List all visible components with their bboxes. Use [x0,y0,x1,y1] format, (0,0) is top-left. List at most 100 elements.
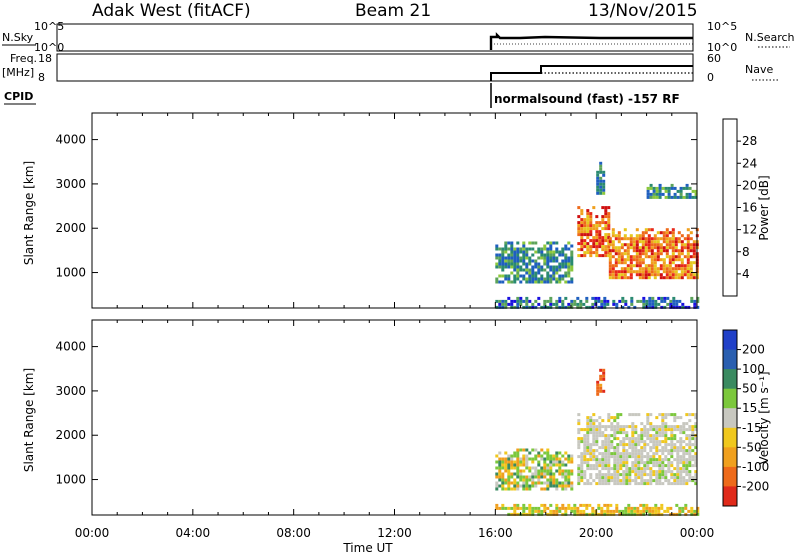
echo-cell [671,273,675,277]
echo-cell [655,452,659,456]
echo-cell [619,425,623,429]
echo-cell [684,506,688,510]
echo-cell [552,475,556,479]
echo-cell [685,467,689,471]
echo-cell [498,466,502,470]
echo-cell [567,454,571,458]
echo-cell [558,274,562,278]
echo-cell [582,512,586,516]
echo-cell [632,270,636,274]
echo-cell [528,506,532,510]
echo-cell [613,452,617,456]
nsearch-tick-bottom: 10^0 [707,41,737,54]
echo-cell [674,246,678,250]
echo-cell [580,245,584,249]
echo-cell [522,509,526,513]
echo-cell [601,464,605,468]
echo-cell [628,440,632,444]
echo-cell [677,231,681,235]
echo-cell [546,512,550,516]
echo-cell [498,256,502,260]
echo-cell [667,458,671,462]
echo-cell [570,299,574,303]
echo-cell [583,458,587,462]
echo-cell [619,473,623,477]
echo-cell [513,463,517,467]
echo-cell [586,437,590,441]
echo-cell [638,237,642,241]
echo-cell [577,227,581,231]
echo-cell [632,258,636,262]
echo-cell [586,218,590,222]
echo-cell [611,228,615,232]
echo-cell [504,506,508,510]
echo-cell [646,192,650,196]
echo-cell [564,253,568,257]
echo-cell [609,509,613,513]
echo-cell [598,464,602,468]
echo-cell [537,478,541,482]
echo-cell [589,215,593,219]
echo-cell [674,237,678,241]
echo-cell [501,250,505,254]
echo-cell [602,188,606,192]
echo-cell [646,195,650,199]
echo-cell [691,479,695,483]
colorbar-cell [723,330,737,351]
echo-cell [635,252,639,256]
echo-cell [546,451,550,455]
echo-cell [647,228,651,232]
echo-cell [647,243,651,247]
echo-cell [591,509,595,513]
x-tick-label: 00:00 [75,526,110,540]
echo-cell [630,506,634,510]
echo-cell [626,264,630,268]
echo-cell [595,434,599,438]
echo-cell [616,467,620,471]
echo-cell [513,274,517,278]
echo-cell [611,270,615,274]
echo-cell [504,469,508,473]
echo-cell [558,250,562,254]
echo-cell [543,262,547,266]
echo-cell [589,431,593,435]
echo-cell [599,377,603,381]
echo-cell [586,431,590,435]
echo-cell [665,249,669,253]
echo-cell [625,431,629,435]
echo-cell [591,305,595,309]
echo-cell [580,227,584,231]
echo-cell [665,246,669,250]
echo-cell [598,482,602,486]
echo-cell [621,299,625,303]
echo-cell [630,512,634,516]
echo-cell [564,481,568,485]
echo-cell [570,259,574,263]
echo-cell [683,237,687,241]
echo-cell [564,506,568,510]
nave-tick-top: 60 [707,52,721,65]
echo-cell [531,509,535,513]
echo-cell [501,256,505,260]
echo-cell [616,479,620,483]
echo-cell [653,276,657,280]
echo-cell [643,443,647,447]
echo-cell [498,299,502,303]
echo-cell [555,509,559,513]
echo-cell [640,482,644,486]
echo-cell [577,206,581,210]
echo-cell [546,487,550,491]
echo-cell [652,428,656,432]
echo-cell [676,476,680,480]
echo-cell [616,455,620,459]
echo-cell [656,267,660,271]
echo-cell [641,243,645,247]
echo-cell [620,270,624,274]
echo-cell [564,512,568,516]
echo-cell [694,464,698,468]
echo-cell [504,487,508,491]
echo-cell [626,249,630,253]
echo-cell [658,479,662,483]
echo-cell [601,419,605,423]
echo-cell [558,305,562,309]
